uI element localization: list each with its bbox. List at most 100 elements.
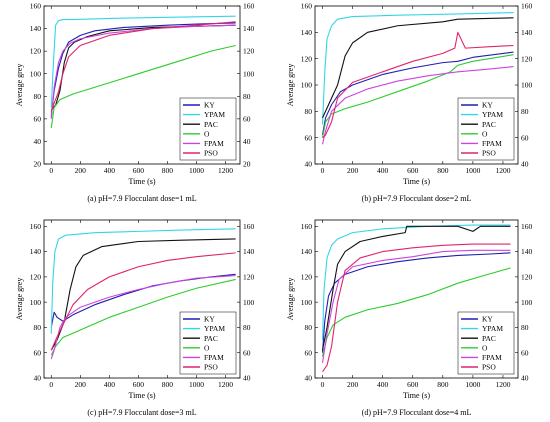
y-tick-label: 120 [30, 272, 42, 281]
x-tick-label: 800 [162, 166, 174, 175]
series-line-fpam [50, 24, 236, 119]
x-tick-label: 400 [104, 380, 116, 389]
x-axis-label: Time (s) [128, 391, 155, 400]
x-tick-label: 600 [407, 380, 419, 389]
x-tick-label: 0 [49, 380, 53, 389]
y-tick-label: 80 [305, 107, 313, 116]
series-line-o [321, 267, 511, 357]
legend-label-ky: KY [482, 315, 493, 324]
y-axis-label: Average grey [286, 64, 295, 107]
x-tick-label: 800 [437, 166, 449, 175]
legend-label-o: O [482, 343, 488, 352]
plot-frame [43, 5, 241, 165]
series-line-fpam [321, 66, 514, 145]
plot-area [321, 12, 514, 145]
chart-panel-3: 0 200 400 600 800 1000 1200 40 40 60 60 80 80 100 100 1… [286, 219, 533, 417]
panel-caption: (b) pH=7.9 Flocculant dose=2 mL [362, 194, 472, 203]
y-tick-label: 80 [34, 323, 42, 332]
y-tick-label-right: 60 [521, 348, 529, 357]
y-tick-label: 120 [301, 54, 313, 63]
legend-label-pso: PSO [204, 363, 218, 372]
legend-label-fpam: FPAM [482, 353, 502, 362]
legend-label-ypam: YPAM [204, 110, 225, 119]
legend-box [457, 97, 515, 161]
y-tick-label: 160 [30, 2, 42, 11]
legend-label-pso: PSO [204, 149, 218, 158]
y-tick-label-right: 160 [521, 222, 533, 231]
legend-label-ky: KY [204, 315, 215, 324]
legend-label-pso: PSO [482, 363, 496, 372]
series-line-fpam [321, 249, 511, 363]
x-tick-label: 200 [75, 380, 87, 389]
x-tick-label: 1200 [218, 380, 233, 389]
series-line-pso [322, 243, 511, 372]
series-line-o [50, 278, 236, 356]
x-tick-label: 1200 [495, 166, 510, 175]
y-tick-label-right: 40 [243, 137, 251, 146]
y-tick-label-right: 120 [521, 54, 533, 63]
y-tick-label: 80 [34, 92, 42, 101]
y-tick-label-right: 120 [243, 272, 255, 281]
series-line-ypam [321, 224, 511, 341]
x-tick-label: 0 [49, 166, 53, 175]
series-line-ky [321, 51, 514, 136]
y-tick-label-right: 80 [243, 92, 251, 101]
x-tick-label: 400 [104, 166, 116, 175]
y-tick-label-right: 80 [243, 323, 251, 332]
series-line-fpam [50, 275, 236, 360]
y-tick-label-right: 160 [521, 2, 533, 11]
y-tick-label-right: 140 [243, 247, 255, 256]
series-line-ky [321, 252, 511, 353]
y-tick-label-right: 100 [243, 298, 255, 307]
y-tick-label: 100 [301, 81, 313, 90]
x-tick-label: 1000 [189, 166, 204, 175]
y-tick-label-right: 60 [243, 348, 251, 357]
x-tick-label: 600 [407, 166, 419, 175]
panel-caption: (a) pH=7.9 Flocculant dose=1 mL [87, 194, 196, 203]
x-axis-label: Time (s) [128, 177, 155, 186]
legend-box [457, 311, 515, 375]
x-tick-label: 1000 [189, 380, 204, 389]
x-tick-label: 200 [75, 166, 87, 175]
x-tick-label: 600 [133, 380, 145, 389]
x-tick-label: 400 [377, 380, 389, 389]
y-tick-label-right: 140 [521, 247, 533, 256]
series-line-pac [50, 24, 236, 111]
y-tick-label: 60 [34, 114, 42, 123]
x-tick-label: 800 [437, 380, 449, 389]
legend-label-fpam: FPAM [482, 139, 502, 148]
chart-panel-1: 0 200 400 600 800 1000 1200 40 40 60 60 80 80 100 100 1… [286, 2, 533, 203]
y-tick-label-right: 100 [521, 298, 533, 307]
legend-label-pso: PSO [482, 149, 496, 158]
y-tick-label: 140 [301, 28, 313, 37]
y-tick-label: 100 [30, 69, 42, 78]
y-tick-label: 140 [30, 24, 42, 33]
series-line-o [50, 44, 236, 128]
y-tick-label: 100 [30, 298, 42, 307]
x-tick-label: 800 [162, 380, 174, 389]
chart-panel-0: 0 200 400 600 800 1000 1200 20 20 40 40 60 60 80 80 100… [15, 2, 255, 203]
y-axis-label: Average grey [286, 278, 295, 321]
legend-label-ky: KY [482, 101, 493, 110]
legend-label-o: O [204, 343, 210, 352]
legend-label-ypam: YPAM [204, 324, 225, 333]
y-tick-label-right: 40 [521, 374, 529, 383]
y-tick-label-right: 80 [521, 323, 529, 332]
legend-label-fpam: FPAM [204, 139, 224, 148]
x-tick-label: 200 [347, 166, 359, 175]
series-line-ypam [321, 12, 514, 125]
y-tick-label-right: 60 [243, 114, 251, 123]
plot-frame [314, 219, 519, 379]
y-tick-label: 60 [305, 133, 313, 142]
y-tick-label: 140 [301, 247, 313, 256]
y-tick-label: 160 [30, 222, 42, 231]
y-tick-label-right: 120 [243, 47, 255, 56]
y-tick-label-right: 100 [243, 69, 255, 78]
x-axis-label: Time (s) [403, 177, 430, 186]
plot-area [50, 15, 236, 128]
y-tick-label-right: 80 [521, 107, 529, 116]
y-axis-label: Average grey [15, 278, 24, 321]
